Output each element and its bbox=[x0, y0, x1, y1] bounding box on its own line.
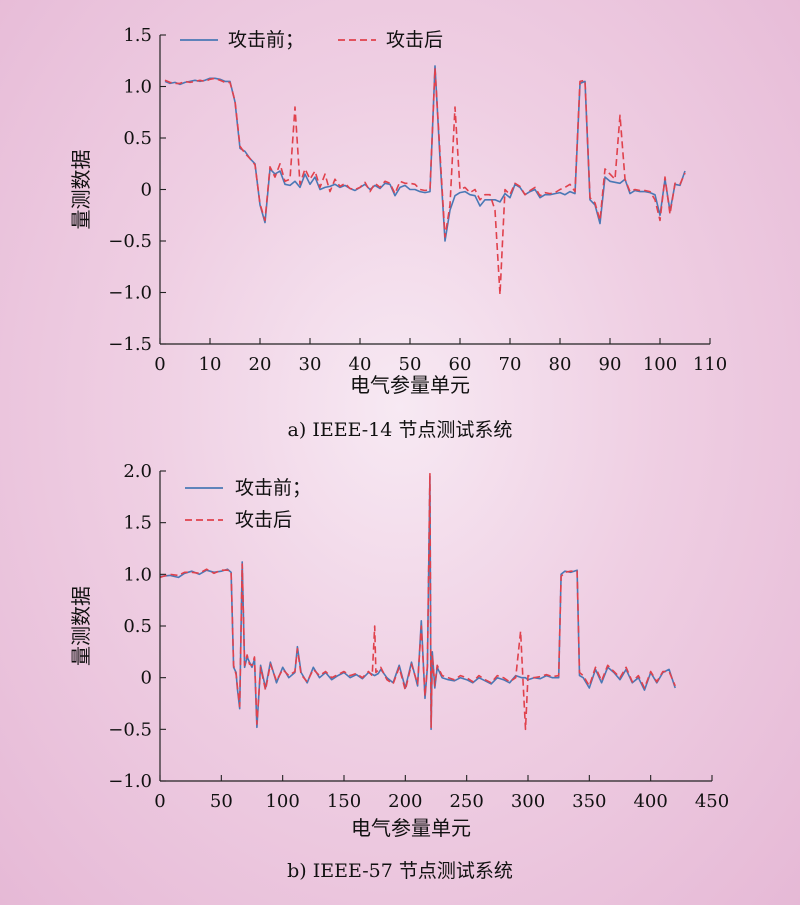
x-tick-label: 300 bbox=[511, 791, 545, 812]
x-tick-label: 50 bbox=[399, 354, 422, 375]
series-line-after-attack bbox=[164, 67, 686, 296]
series-line-after-attack bbox=[159, 472, 676, 731]
x-tick-label: 20 bbox=[249, 354, 272, 375]
y-tick-label: −1.0 bbox=[108, 771, 152, 792]
y-axis-title: 量测数据 bbox=[69, 150, 93, 230]
y-tick-label: −0.5 bbox=[108, 719, 152, 740]
x-tick-label: 400 bbox=[633, 791, 667, 812]
y-axis-title: 量测数据 bbox=[69, 586, 93, 666]
chart-ieee57: 0 50 100 150 200 250 300 350 400 450 −1.0 −0.5 0 0.5 1… bbox=[69, 461, 729, 882]
x-tick-label: 110 bbox=[693, 354, 727, 375]
x-tick-label: 200 bbox=[388, 791, 422, 812]
x-axis-title: 电气参量单元 bbox=[350, 373, 470, 397]
series-line-before-attack bbox=[164, 65, 686, 242]
x-tick-label: 60 bbox=[449, 354, 472, 375]
x-tick-label: 30 bbox=[299, 354, 322, 375]
y-tick-label: 1.0 bbox=[123, 77, 152, 98]
y-tick-label: 1.5 bbox=[123, 513, 152, 534]
y-tick-label: 2.0 bbox=[123, 461, 152, 482]
x-tick-label: 0 bbox=[154, 791, 165, 812]
legend-label-before-attack: 攻击前； bbox=[235, 477, 311, 499]
x-tick-label: 100 bbox=[643, 354, 677, 375]
y-tick-label: 1.5 bbox=[123, 25, 152, 46]
y-tick-label: 0.5 bbox=[123, 616, 152, 637]
y-tick-label: 1.0 bbox=[123, 564, 152, 585]
x-tick-label: 450 bbox=[695, 791, 729, 812]
legend-label-after-attack: 攻击后 bbox=[235, 509, 292, 531]
y-tick-label: 0 bbox=[141, 180, 152, 201]
y-tick-label: 0.5 bbox=[123, 128, 152, 149]
x-tick-label: 70 bbox=[499, 354, 522, 375]
x-tick-label: 250 bbox=[449, 791, 483, 812]
x-tick-label: 350 bbox=[572, 791, 606, 812]
x-tick-label: 80 bbox=[549, 354, 572, 375]
y-tick-label: −1.0 bbox=[108, 283, 152, 304]
legend-label-after-attack: 攻击后 bbox=[386, 29, 443, 51]
chart-caption: b) IEEE-57 节点测试系统 bbox=[287, 860, 513, 882]
chart-caption: a) IEEE-14 节点测试系统 bbox=[288, 419, 513, 441]
x-tick-label: 150 bbox=[327, 791, 361, 812]
y-tick-label: 0 bbox=[141, 668, 152, 689]
chart-ieee14: 0 10 20 30 40 50 60 70 80 90 100 110 −1.5 −1.0 −0.5 0 0.… bbox=[69, 25, 727, 441]
x-tick-label: 40 bbox=[349, 354, 372, 375]
x-tick-label: 90 bbox=[599, 354, 622, 375]
y-tick-label: −1.5 bbox=[108, 334, 152, 355]
x-axis-title: 电气参量单元 bbox=[351, 816, 471, 840]
x-tick-label: 10 bbox=[199, 354, 222, 375]
y-tick-label: −0.5 bbox=[108, 231, 152, 252]
x-tick-label: 50 bbox=[210, 791, 233, 812]
x-tick-label: 0 bbox=[154, 354, 165, 375]
legend-label-before-attack: 攻击前； bbox=[228, 29, 304, 51]
x-tick-label: 100 bbox=[265, 791, 299, 812]
